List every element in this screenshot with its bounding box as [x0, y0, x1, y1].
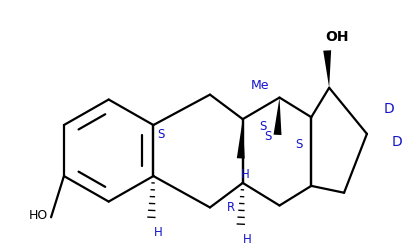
- Text: H: H: [154, 227, 163, 240]
- Text: D: D: [383, 102, 394, 116]
- Text: OH: OH: [325, 30, 349, 44]
- Text: S: S: [264, 130, 271, 143]
- Polygon shape: [237, 119, 245, 159]
- Text: HO: HO: [29, 209, 48, 222]
- Text: S: S: [259, 121, 266, 133]
- Polygon shape: [273, 98, 282, 135]
- Text: R: R: [227, 201, 235, 214]
- Text: S: S: [296, 138, 303, 151]
- Text: D: D: [392, 135, 402, 149]
- Polygon shape: [323, 50, 331, 88]
- Text: Me: Me: [250, 79, 269, 92]
- Text: H: H: [243, 233, 252, 246]
- Text: H: H: [241, 168, 250, 181]
- Text: S: S: [158, 128, 165, 141]
